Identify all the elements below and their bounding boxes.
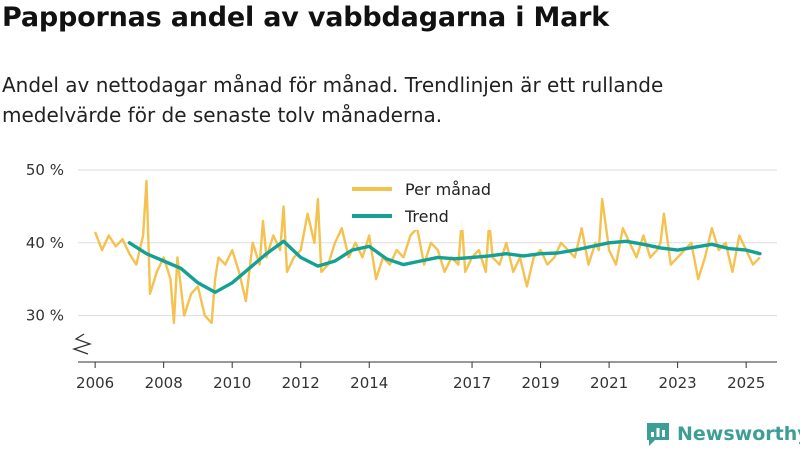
x-tick-label: 2008 xyxy=(145,374,183,392)
x-tick-label: 2006 xyxy=(76,374,114,392)
y-tick-label: 50 % xyxy=(26,161,64,179)
chart-title: Pappornas andel av vabbdagarna i Mark xyxy=(2,2,610,33)
x-tick-label: 2014 xyxy=(350,374,388,392)
x-tick-label: 2010 xyxy=(213,374,251,392)
x-tick-label: 2019 xyxy=(521,374,559,392)
brand-name: Newsworthy xyxy=(677,423,800,445)
legend-label-per-manad: Per månad xyxy=(405,180,491,199)
x-tick-label: 2012 xyxy=(282,374,320,392)
y-tick-label: 40 % xyxy=(26,234,64,252)
chart-subtitle: Andel av nettodagar månad för månad. Tre… xyxy=(2,73,664,127)
x-axis-ticks: 2006 2008 2010 2012 2014 2017 2019 2021 … xyxy=(76,362,765,392)
series-line-per-manad xyxy=(93,179,761,325)
legend: Per månad Trend xyxy=(345,176,513,230)
legend-background xyxy=(345,176,513,230)
legend-label-trend: Trend xyxy=(404,207,449,226)
newsworthy-logo-icon xyxy=(647,423,669,446)
series-line-trend xyxy=(127,239,762,294)
y-axis-ticks: 30 % 40 % 50 % xyxy=(26,161,64,325)
x-tick-label: 2017 xyxy=(453,374,491,392)
axis-break-icon xyxy=(71,333,93,355)
brand-logo: Newsworthy xyxy=(645,420,800,448)
x-tick-label: 2023 xyxy=(659,374,697,392)
x-tick-label: 2025 xyxy=(727,374,765,392)
y-tick-label: 30 % xyxy=(26,307,64,325)
x-tick-label: 2021 xyxy=(590,374,628,392)
